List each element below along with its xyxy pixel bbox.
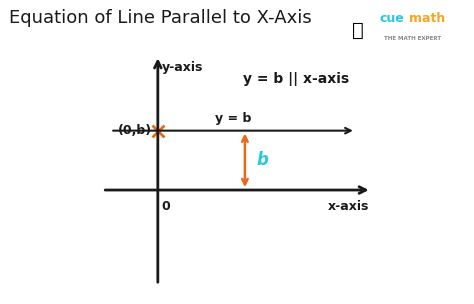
Text: math: math xyxy=(409,12,445,25)
Text: 0: 0 xyxy=(162,200,171,213)
Text: Equation of Line Parallel to X-Axis: Equation of Line Parallel to X-Axis xyxy=(9,9,312,27)
Text: y-axis: y-axis xyxy=(162,61,203,74)
Text: THE MATH EXPERT: THE MATH EXPERT xyxy=(384,36,441,41)
Text: b: b xyxy=(257,151,269,169)
Text: x-axis: x-axis xyxy=(328,200,370,213)
Text: 🚀: 🚀 xyxy=(352,21,364,40)
Text: cue: cue xyxy=(379,12,404,25)
Text: y = b || x-axis: y = b || x-axis xyxy=(243,72,349,86)
Text: (0,b): (0,b) xyxy=(118,124,152,137)
Text: y = b: y = b xyxy=(215,112,251,125)
